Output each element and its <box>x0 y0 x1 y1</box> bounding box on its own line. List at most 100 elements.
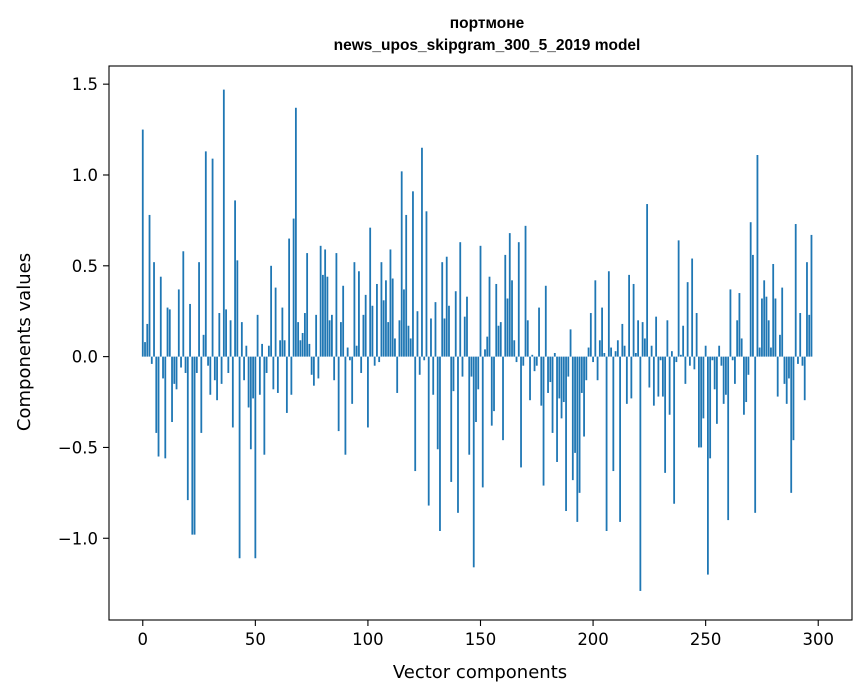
bar-71 <box>301 333 304 357</box>
bar-76 <box>312 356 315 386</box>
bar-284 <box>781 287 784 357</box>
bar-87 <box>337 356 340 432</box>
bar-295 <box>806 262 808 357</box>
bar-210 <box>614 351 617 357</box>
bar-26 <box>200 356 203 433</box>
bar-99 <box>364 294 367 357</box>
bar-244 <box>691 258 694 357</box>
bar-247 <box>698 356 700 448</box>
bar-263 <box>734 356 736 384</box>
bar-90 <box>344 356 347 455</box>
bar-134 <box>443 318 446 357</box>
bar-77 <box>315 314 318 357</box>
bar-96 <box>358 271 360 357</box>
x-axis-ticks: 0 50 100 150 200 250 300 <box>138 620 834 649</box>
bar-208 <box>610 347 612 357</box>
bar-180 <box>547 356 549 393</box>
bar-2 <box>146 323 149 357</box>
bar-151 <box>481 356 484 488</box>
bar-258 <box>722 356 725 404</box>
bar-52 <box>258 356 261 395</box>
bar-276 <box>763 280 766 357</box>
bar-48 <box>249 356 252 450</box>
bar-215 <box>625 356 628 404</box>
bar-148 <box>475 356 477 423</box>
bar-191 <box>571 356 574 481</box>
bar-272 <box>754 356 757 513</box>
bar-260 <box>727 356 730 521</box>
bar-5 <box>153 262 155 357</box>
bar-255 <box>716 356 718 424</box>
bar-66 <box>290 356 293 395</box>
bar-101 <box>369 227 372 357</box>
bar-285 <box>783 356 786 384</box>
bar-219 <box>634 352 637 357</box>
bar-170 <box>524 225 527 357</box>
bar-146 <box>470 356 473 377</box>
bar-171 <box>526 320 529 357</box>
bar-121 <box>414 356 417 472</box>
bar-275 <box>761 298 763 357</box>
bar-235 <box>670 351 673 357</box>
bar-122 <box>416 311 419 357</box>
bar-150 <box>479 245 482 357</box>
bar-21 <box>189 303 191 357</box>
bar-201 <box>594 280 597 357</box>
bar-274 <box>758 347 761 357</box>
y-axis-label: Components values <box>14 253 35 431</box>
y-tick-label: 1.0 <box>72 166 98 185</box>
bar-195 <box>580 356 583 393</box>
bar-47 <box>247 356 250 408</box>
bar-98 <box>362 314 365 357</box>
bar-38 <box>227 356 230 373</box>
bar-8 <box>159 276 162 357</box>
bar-112 <box>394 338 396 357</box>
bar-214 <box>623 345 626 357</box>
x-tick-label: 150 <box>465 630 497 649</box>
bar-100 <box>367 356 369 428</box>
bar-189 <box>567 356 570 377</box>
bar-84 <box>331 314 333 357</box>
bar-233 <box>666 320 669 357</box>
bar-289 <box>792 356 795 441</box>
bar-192 <box>574 356 576 453</box>
y-axis-ticks: −1.0 −0.5 0.0 0.5 1.0 1.5 <box>58 75 109 548</box>
bar-147 <box>472 356 475 568</box>
bar-296 <box>808 314 811 357</box>
bar-166 <box>515 356 518 363</box>
bar-281 <box>774 298 777 357</box>
bar-236 <box>673 356 676 504</box>
bar-132 <box>439 356 441 531</box>
bar-127 <box>427 356 430 506</box>
bar-44 <box>240 322 243 357</box>
bar-288 <box>790 356 793 493</box>
bar-140 <box>457 356 459 513</box>
bar-14 <box>173 356 176 384</box>
bar-50 <box>254 356 257 559</box>
bar-69 <box>297 322 300 357</box>
bar-163 <box>508 233 511 357</box>
bar-237 <box>675 356 678 363</box>
bar-286 <box>785 356 788 404</box>
bar-160 <box>502 356 504 441</box>
bar-133 <box>441 262 444 357</box>
bar-193 <box>576 356 579 522</box>
bar-29 <box>207 356 209 366</box>
bar-113 <box>396 356 399 393</box>
bar-268 <box>745 356 748 403</box>
bar-19 <box>184 356 187 373</box>
bar-249 <box>702 356 705 419</box>
bar-143 <box>463 316 466 357</box>
bar-0 <box>141 129 144 357</box>
bar-118 <box>407 325 410 357</box>
bar-153 <box>486 336 489 357</box>
bar-273 <box>756 155 759 357</box>
bar-209 <box>612 356 615 472</box>
bar-256 <box>718 345 721 357</box>
bar-173 <box>531 354 534 357</box>
bar-238 <box>677 240 680 357</box>
bar-182 <box>551 356 554 433</box>
bar-40 <box>231 356 234 428</box>
bar-28 <box>204 151 207 357</box>
bar-79 <box>319 245 322 357</box>
